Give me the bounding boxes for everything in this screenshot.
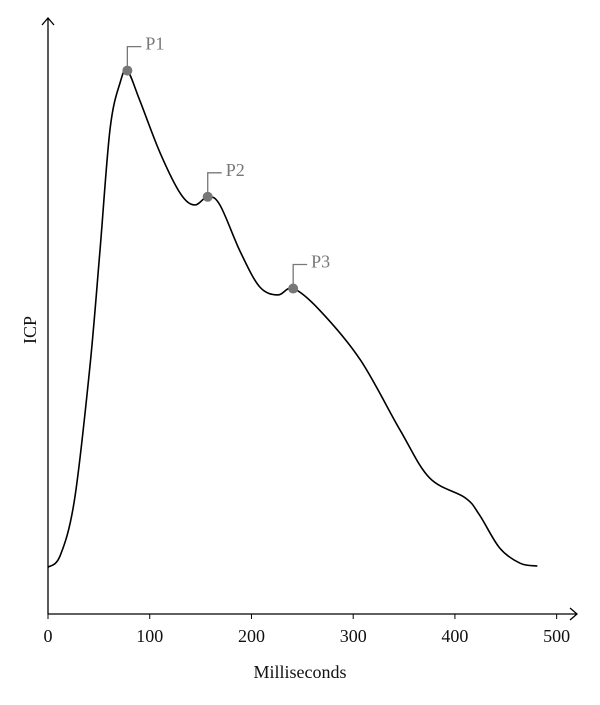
callout-line xyxy=(126,45,142,71)
x-tick-label: 100 xyxy=(136,626,163,646)
y-axis-arrow xyxy=(41,17,55,26)
peak-marker xyxy=(202,191,213,202)
annotation: P2 xyxy=(226,160,245,180)
x-axis-label: Milliseconds xyxy=(254,662,347,682)
x-axis-arrow xyxy=(569,607,578,621)
x-tick-label: 200 xyxy=(238,626,265,646)
peak-marker xyxy=(288,283,299,294)
x-tick-label: 400 xyxy=(441,626,468,646)
annotation: P3 xyxy=(311,252,330,272)
callout-line xyxy=(207,172,222,197)
x-tick-label: 0 xyxy=(44,626,53,646)
y-axis-label: ICP xyxy=(20,316,40,344)
callout-line xyxy=(292,263,308,289)
x-tick-label: 300 xyxy=(340,626,367,646)
peak-marker xyxy=(122,65,133,76)
annotation: P1 xyxy=(145,34,164,54)
x-tick-label: 500 xyxy=(543,626,570,646)
line xyxy=(47,69,538,568)
